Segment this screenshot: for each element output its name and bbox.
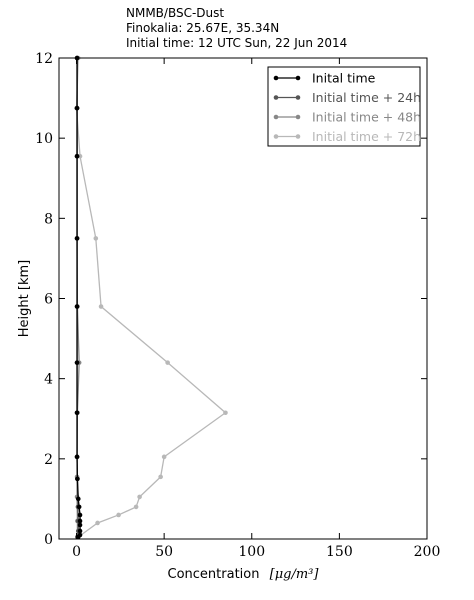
y-tick-label: 4 <box>44 372 53 388</box>
data-point <box>74 410 80 416</box>
legend-entry-label: Initial time + 48h <box>312 110 421 125</box>
data-point <box>95 520 100 526</box>
y-tick-label: 8 <box>44 211 53 227</box>
y-axis-label: Height [km] <box>17 260 32 337</box>
data-point <box>77 528 83 534</box>
x-tick-label: 200 <box>414 544 441 560</box>
data-point <box>74 360 80 365</box>
chart-title: NMMB/BSC-Dust Finokalia: 25.67E, 35.34N … <box>126 6 347 51</box>
data-point <box>75 476 80 482</box>
data-point <box>74 153 80 159</box>
series-3 <box>74 55 228 540</box>
legend-entry-label: Initial time + 24h <box>312 90 421 105</box>
x-tick-label: 0 <box>72 544 81 560</box>
x-tick-label: 50 <box>155 544 173 560</box>
y-tick-label: 6 <box>44 292 53 308</box>
axis-ticks: 0 50 100 150 200 0 2 4 6 8 10 12 <box>35 51 440 560</box>
y-tick-label: 0 <box>44 532 53 548</box>
y-tick-label: 10 <box>35 131 53 147</box>
legend-swatch-dot <box>273 114 279 120</box>
title-initial-time: Initial time: 12 UTC Sun, 22 Jun 2014 <box>126 36 348 50</box>
data-point <box>77 518 83 524</box>
data-point <box>77 532 83 538</box>
legend-swatch-dot <box>273 95 279 100</box>
series-layer <box>74 55 228 540</box>
y-tick-label: 12 <box>35 51 53 67</box>
series-line <box>75 57 227 538</box>
x-axis-label: Concentration [μg/m³] <box>168 567 320 582</box>
legend-swatch-dot <box>273 75 279 81</box>
data-point <box>77 512 83 518</box>
title-location: Finokalia: 25.67E, 35.34N <box>126 21 280 35</box>
data-point <box>74 236 80 241</box>
data-point <box>165 360 170 365</box>
data-point <box>133 504 139 510</box>
legend: Inital time Initial time + 24h Initial tim… <box>267 66 421 147</box>
legend-swatch-dot <box>295 75 301 81</box>
legend-swatch-dot <box>295 134 301 139</box>
data-point <box>74 105 80 111</box>
data-point <box>116 512 121 518</box>
legend-swatch-dot <box>295 114 301 120</box>
data-point <box>98 304 104 309</box>
data-point <box>74 454 80 460</box>
data-point <box>137 494 142 500</box>
data-point <box>93 236 99 241</box>
x-tick-label: 150 <box>326 544 353 560</box>
data-point <box>161 454 167 460</box>
x-axis-label-text: Concentration <box>168 567 260 582</box>
data-point <box>74 304 80 309</box>
x-tick-label: 100 <box>238 544 265 560</box>
legend-entry-label: Initial time + 72h <box>312 129 421 144</box>
legend-swatch-dot <box>273 134 279 139</box>
data-point <box>158 474 163 480</box>
legend-entry-label: Inital time <box>312 71 376 86</box>
x-axis-label-unit: [μg/m³] <box>270 567 320 582</box>
legend-swatch-dot <box>295 95 301 100</box>
title-model: NMMB/BSC-Dust <box>126 6 225 20</box>
data-point <box>77 522 83 528</box>
legend-box <box>267 66 421 147</box>
data-point <box>76 504 82 510</box>
series-0 <box>74 55 83 540</box>
data-point <box>75 496 81 502</box>
data-point <box>223 410 228 416</box>
y-tick-label: 2 <box>44 452 53 468</box>
